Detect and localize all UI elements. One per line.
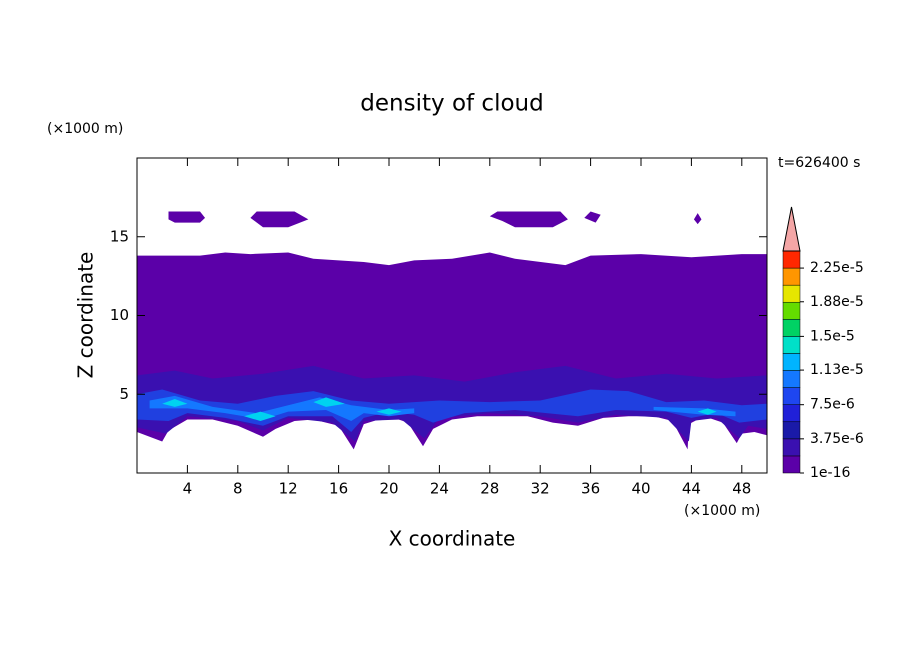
x-tick-label: 44 [682, 480, 701, 498]
x-tick-label: 12 [279, 480, 298, 498]
contour-region [250, 211, 309, 228]
contour-region [149, 395, 415, 422]
contour-region [244, 411, 276, 422]
contour-region [489, 211, 568, 228]
y-unit: (×1000 m) [47, 121, 123, 137]
colorbar-box [782, 267, 801, 286]
colorbar-tick-label: 7.5e-6 [810, 397, 855, 413]
contour-region [653, 406, 736, 417]
colorbar-tick-label: 1.5e-5 [810, 328, 855, 344]
y-tick-label: 5 [119, 385, 129, 403]
colorbar-box [782, 319, 801, 337]
colorbar-box [782, 250, 801, 269]
time-label: t=626400 s [778, 155, 860, 171]
colorbar-box [782, 370, 801, 388]
contour-region [313, 397, 345, 407]
colorbar-box [782, 421, 801, 440]
contour-region [584, 211, 601, 223]
colorbar-tick-label: 1.13e-5 [810, 362, 864, 378]
x-tick-label: 40 [631, 480, 650, 498]
contour-region [168, 211, 206, 223]
contour-region [162, 398, 188, 407]
colorbar-box [782, 353, 801, 371]
colorbar-box [782, 387, 801, 405]
x-tick-label: 20 [379, 480, 398, 498]
colorbar-box [782, 455, 801, 474]
x-tick-label: 48 [732, 480, 751, 498]
x-axis-label: X coordinate [389, 527, 516, 551]
contour-region [137, 389, 767, 433]
y-tick-label: 15 [110, 227, 129, 245]
plot-area [137, 211, 767, 450]
colorbar-box [782, 301, 801, 320]
contour-region [376, 408, 402, 415]
colorbar-box [782, 404, 801, 423]
chart-title: density of cloud [360, 91, 543, 117]
colorbar-box [782, 284, 801, 303]
x-tick-label: 32 [531, 480, 550, 498]
colorbar-box [782, 336, 801, 354]
x-tick-label: 8 [233, 480, 243, 498]
x-tick-label: 4 [183, 480, 193, 498]
colorbar-tick-label: 3.75e-6 [810, 431, 864, 447]
colorbar-extend [782, 206, 801, 252]
x-tick-label: 36 [581, 480, 600, 498]
colorbar-tick-label: 1e-16 [810, 465, 850, 481]
contour-region [693, 213, 702, 225]
colorbar-box [782, 438, 801, 457]
x-tick-label: 16 [329, 480, 348, 498]
contour-region [697, 408, 717, 415]
y-axis-label: Z coordinate [74, 252, 98, 379]
colorbar-tick-label: 2.25e-5 [810, 260, 864, 276]
x-tick-label: 24 [430, 480, 449, 498]
x-unit: (×1000 m) [684, 503, 760, 519]
x-tick-label: 28 [480, 480, 499, 498]
y-tick-label: 10 [110, 306, 129, 324]
colorbar-tick-label: 1.88e-5 [810, 294, 864, 310]
